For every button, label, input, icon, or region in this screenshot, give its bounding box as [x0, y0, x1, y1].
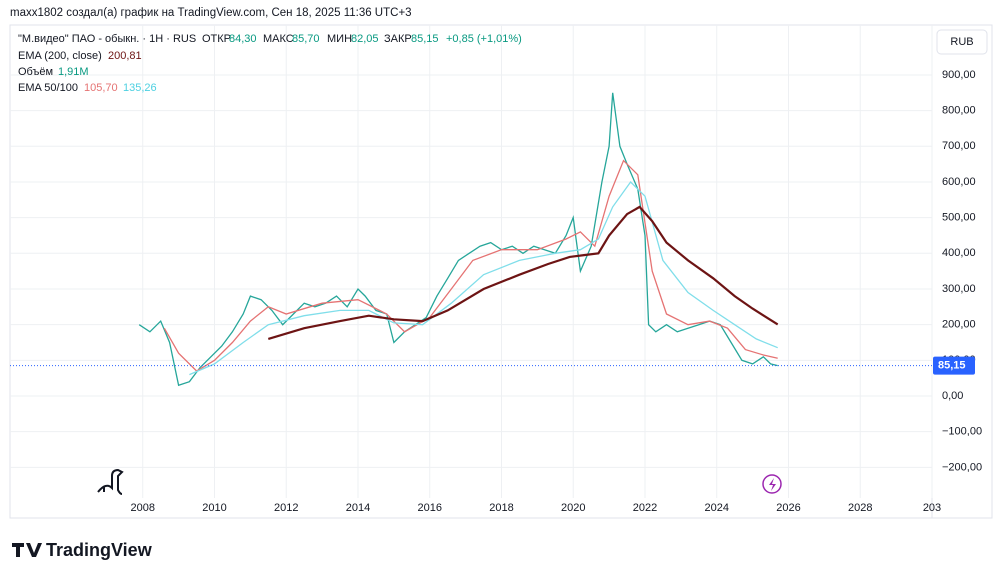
- y-tick-label: −100,00: [942, 426, 982, 438]
- x-tick-label: 2016: [418, 502, 442, 514]
- price-tag: [933, 356, 975, 375]
- dino-icon: [97, 468, 124, 495]
- ema100-value: 135,26: [123, 82, 157, 94]
- y-tick-label: 0,00: [942, 390, 963, 402]
- y-tick-label: 600,00: [942, 176, 976, 188]
- currency-button[interactable]: [936, 29, 988, 55]
- lightning-bolt: [769, 478, 776, 491]
- logo-mark: [12, 543, 42, 557]
- x-tick-label: 2028: [848, 502, 872, 514]
- x-tick-label: 2010: [202, 502, 226, 514]
- series-line: [163, 159, 778, 372]
- open: 84,30: [229, 33, 257, 45]
- series-line: [189, 181, 778, 376]
- high: 85,70: [292, 33, 320, 45]
- volume-label: Объём: [18, 66, 53, 78]
- change: +0,85 (+1,01%): [446, 33, 522, 45]
- y-tick-label: 800,00: [942, 105, 976, 117]
- header: maxx1802 создал(а) график на TradingView…: [10, 7, 412, 19]
- x-tick-label: 203: [923, 502, 941, 514]
- y-tick-label: 900,00: [942, 69, 976, 81]
- x-tick-label: 2012: [274, 502, 298, 514]
- y-tick-label: −200,00: [942, 461, 982, 473]
- open-label: ОТКР: [202, 33, 231, 45]
- ema200-label: EMA (200, close): [18, 50, 102, 62]
- ema50-value: 105,70: [84, 82, 118, 94]
- close: 85,15: [411, 33, 439, 45]
- plot: [10, 92, 932, 387]
- x-tick-label: 2024: [705, 502, 729, 514]
- lightning-icon[interactable]: [762, 474, 782, 494]
- low: 82,05: [351, 33, 379, 45]
- x-tick-label: 2020: [561, 502, 585, 514]
- grid: [10, 25, 933, 498]
- ema200-value: 200,81: [108, 50, 142, 62]
- low-label: МИН: [327, 33, 352, 45]
- x-tick-label: 2018: [489, 502, 513, 514]
- price-label: 85,15: [938, 360, 966, 372]
- series-line: [138, 92, 778, 387]
- volume-value: 1,91M: [58, 66, 89, 78]
- x-tick-label: 2022: [633, 502, 657, 514]
- y-tick-label: 700,00: [942, 140, 976, 152]
- x-tick-label: 2008: [130, 502, 154, 514]
- series-line: [267, 205, 779, 340]
- close-label: ЗАКР: [384, 33, 412, 45]
- y-tick-label: 200,00: [942, 319, 976, 331]
- ema50100-label: EMA 50/100: [18, 82, 78, 94]
- symbol: "М.видео" ПАО - обыкн. · 1Н · RUS: [18, 33, 196, 45]
- brand: TradingView: [46, 540, 153, 560]
- high-label: МАКС: [263, 33, 294, 45]
- y-tick-label: 300,00: [942, 283, 976, 295]
- x-tick-label: 2026: [776, 502, 800, 514]
- x-tick-label: 2014: [346, 502, 370, 514]
- y-tick-label: 500,00: [942, 212, 976, 224]
- currency[interactable]: RUB: [950, 36, 973, 48]
- y-tick-label: 400,00: [942, 247, 976, 259]
- legend: "М.видео" ПАО - обыкн. · 1Н · RUS ОТКР 8…: [18, 33, 522, 94]
